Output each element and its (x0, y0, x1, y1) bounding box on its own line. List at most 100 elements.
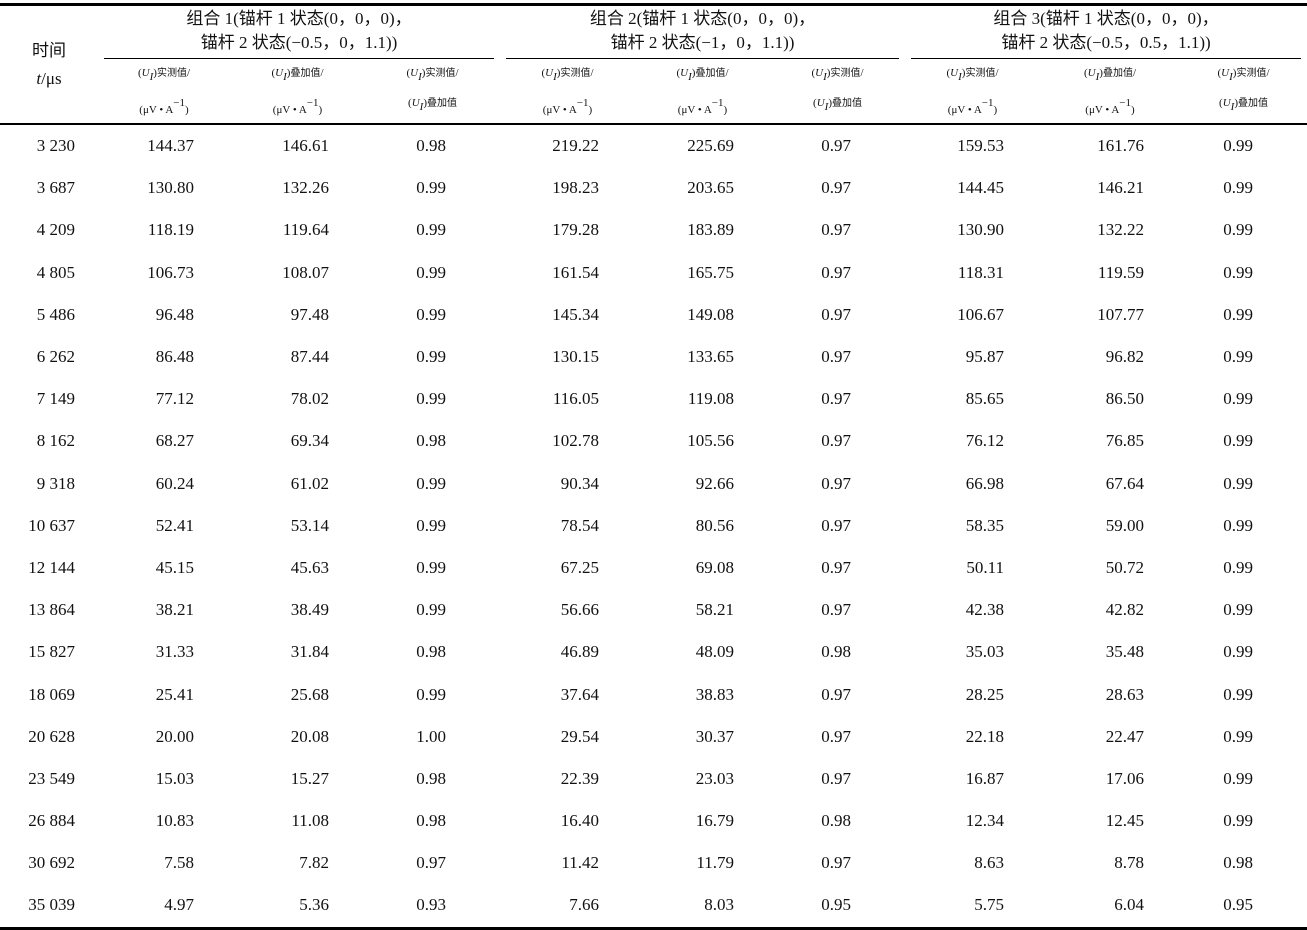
value-cell: 16.87 (965, 768, 1004, 788)
value-cell: 165.75 (687, 262, 734, 282)
value-cell: 0.99 (1223, 684, 1253, 704)
time-unit: t/μs (0, 65, 98, 93)
group-line: 锚杆 2 状态(−0.5，0，1.1)) (200, 33, 398, 52)
value-cell: 0.99 (1223, 642, 1253, 662)
header-text: I (688, 71, 692, 83)
column-line: (μV • A−1) (905, 90, 1040, 123)
value-cell: 23.03 (695, 768, 734, 788)
value-cell: 179.28 (552, 220, 599, 240)
header-text: −1 (306, 97, 319, 109)
time-label: 时间 (0, 37, 98, 65)
column-line: (UI)实测值/ (770, 60, 905, 90)
header-text: 叠加值 (426, 98, 457, 109)
header-text: 叠加值 (695, 68, 726, 79)
table-row: 9 318 60.24 61.02 0.99 90.34 92.66 0.97 66.98 67… (0, 463, 1307, 505)
value-cell: 106.73 (147, 262, 194, 282)
header-text: 叠加值 (290, 68, 321, 79)
group-line: 组合 2(锚杆 1 状态(0，0，0)， (589, 9, 816, 28)
header-text: / (1132, 67, 1137, 79)
header-text: ) (556, 67, 561, 79)
header-text: /μs (41, 68, 62, 88)
value-cell: 56.66 (560, 600, 599, 620)
value-cell: 106.67 (957, 304, 1004, 324)
header-text: / (590, 67, 594, 79)
header-text: 实测值 (425, 68, 456, 79)
value-cell: 25.41 (155, 684, 194, 704)
value-cell: 77.12 (155, 389, 194, 409)
header-row: (UI)实测值/(μV • A−1) (UI)叠加值/(μV • A−1) (UI)… (0, 60, 1307, 125)
table-row: 15 827 31.33 31.84 0.98 46.89 48.09 0.98 35.03 3… (0, 631, 1307, 673)
value-cell: 86.48 (155, 347, 194, 367)
time-cell: 8 162 (36, 431, 75, 451)
value-cell: 0.97 (821, 304, 851, 324)
header-text: 叠加值 (1237, 98, 1268, 109)
value-cell: 0.97 (821, 389, 851, 409)
column-line: (μV • A−1) (230, 90, 365, 123)
value-cell: 45.15 (155, 557, 194, 577)
value-cell: 130.15 (552, 347, 599, 367)
value-cell: 0.98 (416, 768, 446, 788)
value-cell: 28.25 (965, 684, 1004, 704)
table-row: 18 069 25.41 25.68 0.99 37.64 38.83 0.97 28.25 2… (0, 673, 1307, 715)
value-cell: 69.08 (695, 557, 734, 577)
value-cell: 28.63 (1105, 684, 1144, 704)
table-row: 7 149 77.12 78.02 0.99 116.05 119.08 0.97 85.65… (0, 378, 1307, 420)
value-cell: 92.66 (695, 473, 734, 493)
table-row: 10 637 52.41 53.14 0.99 78.54 80.56 0.97 58.35 5… (0, 505, 1307, 547)
value-cell: 0.99 (1223, 768, 1253, 788)
header-row: 时间 t/μs 组合 1(锚杆 1 状态(0，0，0)， 锚杆 2 状态(−0.5，0… (0, 3, 1307, 125)
value-cell: 67.64 (1105, 473, 1144, 493)
value-cell: 0.97 (821, 557, 851, 577)
header-text: t (36, 68, 42, 88)
group-line: 锚杆 2 状态(−1，0，1.1)) (610, 33, 795, 52)
value-cell: 61.02 (290, 473, 329, 493)
value-cell: 0.99 (416, 600, 446, 620)
header-text: ( (271, 67, 276, 79)
column-line: (μV • A−1) (635, 90, 770, 123)
value-cell: 22.18 (965, 726, 1004, 746)
header-text: (μV • A (139, 104, 174, 116)
value-cell: 46.89 (560, 642, 599, 662)
value-cell: 45.63 (290, 557, 329, 577)
value-cell: 0.99 (1223, 600, 1253, 620)
table-row: 5 486 96.48 97.48 0.99 145.34 149.08 0.97 106.6… (0, 294, 1307, 336)
value-cell: 59.00 (1105, 515, 1144, 535)
value-cell: 53.14 (290, 515, 329, 535)
value-cell: 0.99 (1223, 389, 1253, 409)
value-cell: 0.97 (821, 220, 851, 240)
header-text: −1 (981, 97, 994, 109)
value-cell: 0.99 (416, 304, 446, 324)
value-cell: 183.89 (687, 220, 734, 240)
value-cell: 0.99 (1223, 136, 1253, 156)
header-text: I (1230, 101, 1235, 113)
header-text: U (141, 67, 150, 79)
column-header: (UI)实测值/(UI)叠加值 (770, 60, 905, 125)
value-cell: 8.03 (635, 884, 770, 930)
table-row: 8 162 68.27 69.34 0.98 102.78 105.56 0.97 76.12… (0, 420, 1307, 462)
header-text: / (860, 67, 864, 79)
value-cell: 0.98 (1223, 853, 1253, 873)
column-line: (UI)实测值/ (905, 60, 1040, 90)
time-cell: 30 692 (28, 853, 75, 873)
value-cell: 31.84 (290, 642, 329, 662)
value-cell: 0.93 (365, 884, 500, 930)
table-row: 3 687 130.80 132.26 0.99 198.23 203.65 0.97 144… (0, 167, 1307, 209)
header-text: −1 (711, 97, 724, 109)
value-cell: 50.72 (1105, 557, 1144, 577)
value-cell: 20.08 (290, 726, 329, 746)
value-cell: 0.97 (416, 853, 446, 873)
value-cell: 0.99 (1223, 515, 1253, 535)
time-cell: 26 884 (28, 811, 75, 831)
value-cell: 0.97 (821, 853, 851, 873)
value-cell: 16.79 (695, 811, 734, 831)
column-line: (UI)叠加值/ (1040, 60, 1180, 90)
header-text: 时间 (32, 40, 66, 60)
header-text: ( (1219, 97, 1223, 109)
value-cell: 11.08 (291, 811, 329, 831)
value-cell: 69.34 (290, 431, 329, 451)
value-cell: 161.76 (1097, 136, 1144, 156)
value-cell: 149.08 (687, 304, 734, 324)
time-cell: 5 486 (36, 304, 75, 324)
value-cell: 38.83 (695, 684, 734, 704)
header-text: ( (406, 67, 411, 79)
